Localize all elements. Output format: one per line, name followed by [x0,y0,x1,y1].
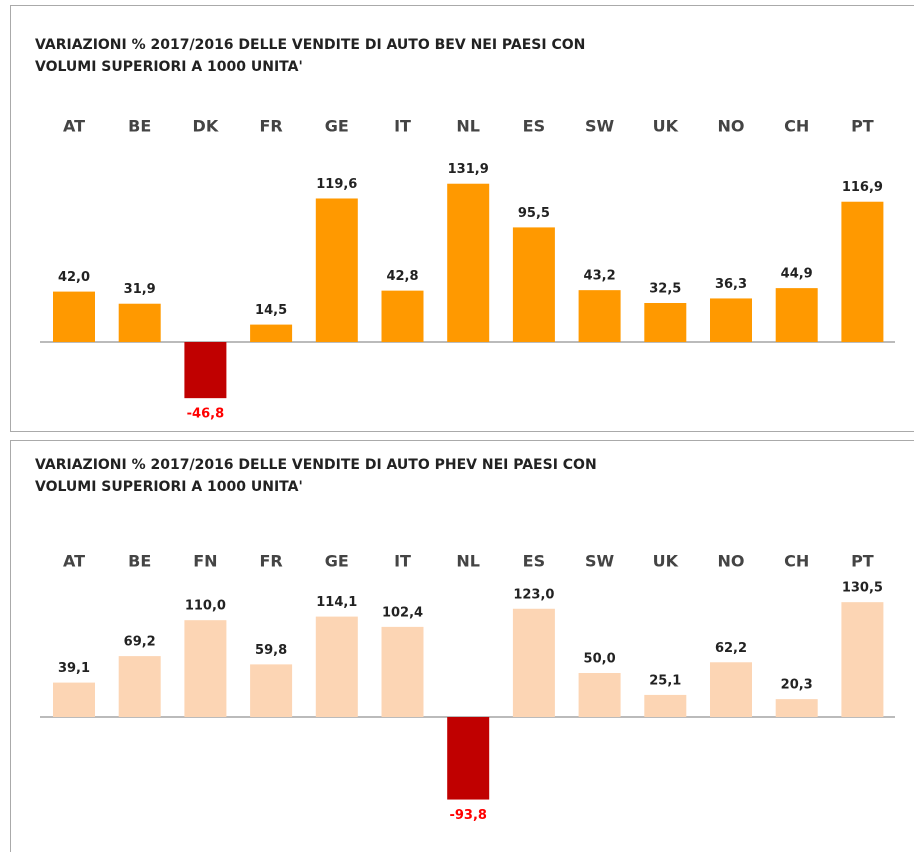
x-tick-label: NO [718,117,745,136]
chart-frame [10,5,914,432]
x-tick-label: NL [456,552,480,571]
data-label: 62,2 [715,641,747,656]
data-label: 131,9 [448,162,489,177]
x-tick-label: FR [259,117,282,136]
x-tick-label: DK [193,117,219,136]
bar [710,662,752,717]
data-label: 25,1 [649,673,681,688]
bar [184,342,227,399]
chart-title: VOLUMI SUPERIORI A 1000 UNITA' [35,59,303,75]
bar [644,694,687,717]
x-tick-label: UK [653,117,679,136]
data-label: -93,8 [449,808,486,823]
x-tick-label: BE [128,552,151,571]
bar [315,198,358,342]
data-label: -46,8 [187,407,224,422]
x-tick-label: AT [63,117,85,136]
bar [512,227,555,342]
x-tick-label: FN [193,552,217,571]
data-label: 36,3 [715,277,747,292]
x-tick-label: NL [456,117,480,136]
bar [512,608,555,717]
x-tick-label: UK [653,552,679,571]
data-label: 42,0 [58,270,90,285]
chart-title: VARIAZIONI % 2017/2016 DELLE VENDITE DI … [35,37,585,53]
chart-frame [10,440,914,852]
bar [841,201,884,342]
bar [578,673,621,717]
x-tick-label: BE [128,117,151,136]
data-label: 20,3 [781,678,813,693]
x-tick-label: PT [851,117,874,136]
bar [53,291,95,342]
data-label: 69,2 [124,635,156,650]
chart-title: VOLUMI SUPERIORI A 1000 UNITA' [35,479,303,495]
bar [315,616,358,717]
data-label: 39,1 [58,661,90,676]
x-tick-label: GE [325,552,349,571]
x-tick-label: CH [784,552,809,571]
bar [775,288,818,342]
data-label: 123,0 [513,587,554,602]
bar [118,656,161,717]
data-label: 44,9 [781,267,813,282]
x-tick-label: NO [718,552,745,571]
bar [775,699,818,717]
data-label: 95,5 [518,206,550,221]
data-label: 130,5 [842,581,883,596]
bar [710,298,752,342]
bar [841,602,884,717]
bar [447,717,490,800]
data-label: 14,5 [255,303,287,318]
bar [447,183,490,342]
data-label: 110,0 [185,599,226,614]
data-label: 32,5 [649,282,681,297]
bar [250,664,293,717]
chart-title: VARIAZIONI % 2017/2016 DELLE VENDITE DI … [35,457,597,473]
x-tick-label: AT [63,552,85,571]
data-label: 31,9 [124,282,156,297]
bar [53,682,95,717]
bar [381,290,424,342]
data-label: 43,2 [584,269,616,284]
data-label: 114,1 [316,595,357,610]
data-label: 102,4 [382,605,423,620]
bar [644,303,687,342]
data-label: 119,6 [316,177,357,192]
x-tick-label: SW [585,552,615,571]
data-label: 116,9 [842,180,883,195]
x-tick-label: SW [585,117,615,136]
bar [578,290,621,342]
data-label: 59,8 [255,643,287,658]
bar [118,303,161,342]
x-tick-label: FR [259,552,282,571]
x-tick-label: IT [394,552,411,571]
data-label: 42,8 [386,269,418,284]
x-tick-label: PT [851,552,874,571]
x-tick-label: GE [325,117,349,136]
data-label: 50,0 [584,652,616,667]
x-tick-label: ES [523,117,545,136]
x-tick-label: ES [523,552,545,571]
bar [184,620,227,717]
x-tick-label: IT [394,117,411,136]
bar [381,626,424,717]
x-tick-label: CH [784,117,809,136]
bar [250,324,293,342]
